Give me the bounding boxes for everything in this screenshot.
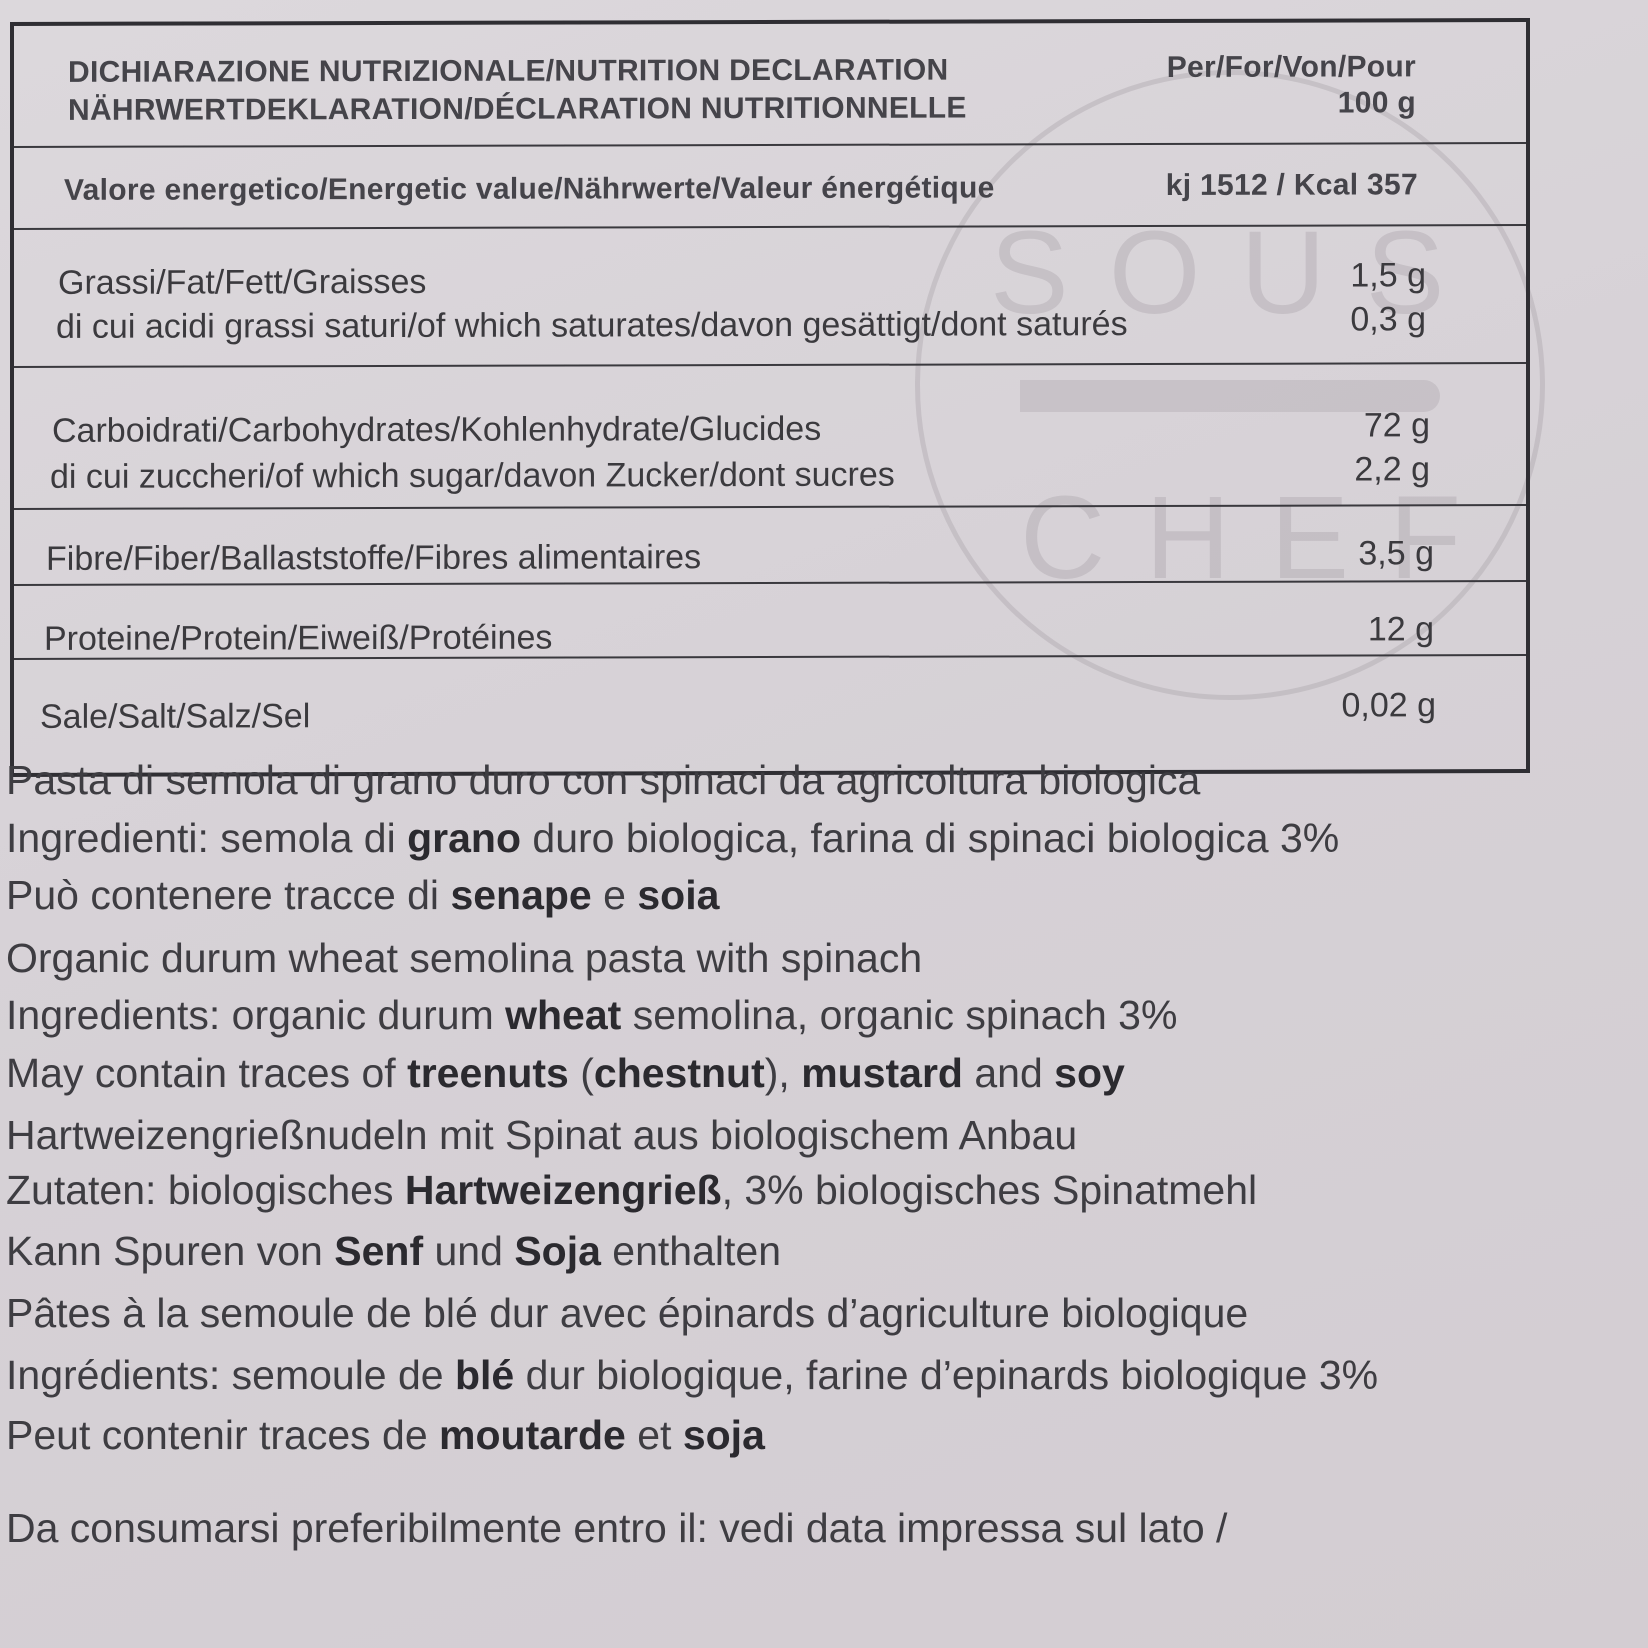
- text-segment: Hartweizengrießnudeln mit Spinat aus bio…: [6, 1112, 1078, 1158]
- text-segment: Può contenere tracce di: [6, 872, 451, 918]
- allergen-text: senape: [450, 872, 592, 918]
- text-segment: Peut contenir traces de: [6, 1412, 440, 1458]
- fibre-label: Fibre/Fiber/Ballaststoffe/Fibres aliment…: [46, 538, 702, 578]
- allergen-text: Senf: [334, 1228, 424, 1274]
- allergen-text: Hartweizengrieß: [404, 1167, 722, 1213]
- fibre-row: Fibre/Fiber/Ballaststoffe/Fibres aliment…: [14, 518, 1526, 586]
- header-per-line2: 100 g: [1337, 86, 1416, 120]
- ingredient-line: May contain traces of treenuts (chestnut…: [6, 1050, 1125, 1097]
- header-title-line1: DICHIARAZIONE NUTRIZIONALE/NUTRITION DEC…: [68, 53, 949, 89]
- text-segment: Ingredients: organic durum: [6, 992, 506, 1038]
- carbs-label: Carboidrati/Carbohydrates/Kohlenhydrate/…: [52, 409, 822, 450]
- text-segment: Da consumarsi preferibilmente entro il: …: [6, 1505, 1228, 1551]
- watermark-text-top: SOUS: [990, 207, 1485, 339]
- text-segment: (: [568, 1050, 594, 1096]
- text-segment: et: [625, 1412, 683, 1458]
- allergen-text: grano: [407, 815, 522, 861]
- text-segment: Organic durum wheat semolina pasta with …: [6, 935, 923, 981]
- allergen-text: moutarde: [439, 1412, 626, 1458]
- nutrition-table: DICHIARAZIONE NUTRIZIONALE/NUTRITION DEC…: [10, 18, 1530, 777]
- saturates-label: di cui acidi grassi saturi/of which satu…: [56, 305, 1128, 346]
- salt-label: Sale/Salt/Salz/Sel: [40, 697, 311, 736]
- sugar-label: di cui zuccheri/of which sugar/davon Zuc…: [50, 455, 895, 496]
- allergen-text: Soja: [514, 1228, 601, 1274]
- text-segment: Pâtes à la semoule de blé dur avec épina…: [6, 1290, 1249, 1336]
- text-segment: enthalten: [600, 1228, 782, 1274]
- sugar-value: 2,2 g: [1354, 450, 1430, 489]
- watermark-knife: [1020, 380, 1440, 412]
- carbs-value: 72 g: [1363, 406, 1430, 445]
- carbs-row: Carboidrati/Carbohydrates/Kohlenhydrate/…: [14, 376, 1526, 510]
- energy-row: Valore energetico/Energetic value/Nährwe…: [14, 156, 1526, 230]
- header-title-line2: NÄHRWERTDEKLARATION/DÉCLARATION NUTRITIO…: [68, 91, 967, 127]
- allergen-text: blé: [455, 1352, 515, 1398]
- ingredient-line: Da consumarsi preferibilmente entro il: …: [6, 1505, 1227, 1552]
- allergen-text: soia: [637, 872, 720, 918]
- ingredient-line: Ingredients: organic durum wheat semolin…: [6, 992, 1177, 1039]
- text-segment: , 3% biologisches Spinatmehl: [721, 1167, 1258, 1213]
- text-segment: Ingredienti: semola di: [6, 815, 408, 861]
- text-segment: e: [591, 872, 638, 918]
- allergen-text: soy: [1054, 1050, 1125, 1096]
- text-segment: Pasta di semola di grano duro con spinac…: [6, 757, 1201, 803]
- allergen-text: treenuts: [407, 1050, 569, 1096]
- saturates-value: 0,3 g: [1350, 300, 1426, 339]
- energy-label: Valore energetico/Energetic value/Nährwe…: [64, 171, 995, 207]
- ingredient-line: Ingrédients: semoule de blé dur biologiq…: [6, 1352, 1378, 1399]
- ingredient-line: Kann Spuren von Senf und Soja enthalten: [6, 1228, 781, 1275]
- ingredient-line: Peut contenir traces de moutarde et soja: [6, 1412, 765, 1459]
- ingredient-line: Zutaten: biologisches Hartweizengrieß, 3…: [6, 1167, 1257, 1214]
- watermark-logo: [915, 70, 1545, 700]
- allergen-text: mustard: [801, 1050, 963, 1096]
- fibre-value: 3,5 g: [1358, 534, 1434, 573]
- ingredient-line: Pasta di semola di grano duro con spinac…: [6, 757, 1200, 804]
- text-segment: und: [423, 1228, 515, 1274]
- ingredient-line: Organic durum wheat semolina pasta with …: [6, 935, 922, 982]
- text-segment: Ingrédients: semoule de: [6, 1352, 455, 1398]
- text-segment: semolina, organic spinach 3%: [621, 992, 1178, 1038]
- energy-value: kj 1512 / Kcal 357: [1165, 168, 1418, 202]
- allergen-text: wheat: [505, 992, 622, 1038]
- fat-value: 1,5 g: [1350, 256, 1426, 295]
- text-segment: Kann Spuren von: [6, 1228, 335, 1274]
- text-segment: dur biologique, farine d’epinards biolog…: [514, 1352, 1379, 1398]
- fat-label: Grassi/Fat/Fett/Graisses: [58, 262, 427, 302]
- text-segment: ),: [764, 1050, 802, 1096]
- fat-row: Grassi/Fat/Fett/Graisses 1,5 g di cui ac…: [14, 238, 1526, 368]
- watermark-text-bottom: CHEF: [1020, 472, 1502, 604]
- ingredient-line: Pâtes à la semoule de blé dur avec épina…: [6, 1290, 1248, 1337]
- ingredient-line: Ingredienti: semola di grano duro biolog…: [6, 815, 1339, 862]
- allergen-text: soja: [682, 1412, 765, 1458]
- text-segment: duro biologica, farina di spinaci biolog…: [521, 815, 1340, 861]
- ingredient-line: Hartweizengrießnudeln mit Spinat aus bio…: [6, 1112, 1077, 1159]
- ingredient-line: Può contenere tracce di senape e soia: [6, 872, 719, 919]
- text-segment: May contain traces of: [6, 1050, 408, 1096]
- header-per-line1: Per/For/Von/Pour: [1166, 50, 1416, 84]
- protein-label: Proteine/Protein/Eiweiß/Protéines: [44, 618, 553, 658]
- salt-row: Sale/Salt/Salz/Sel 0,02 g: [14, 668, 1526, 752]
- salt-value: 0,02 g: [1341, 686, 1436, 725]
- protein-row: Proteine/Protein/Eiweiß/Protéines 12 g: [14, 594, 1526, 660]
- table-header-row: DICHIARAZIONE NUTRIZIONALE/NUTRITION DEC…: [14, 22, 1526, 148]
- text-segment: Zutaten: biologisches: [6, 1167, 405, 1213]
- allergen-text: chestnut: [593, 1050, 765, 1096]
- protein-value: 12 g: [1367, 610, 1434, 649]
- text-segment: and: [962, 1050, 1055, 1096]
